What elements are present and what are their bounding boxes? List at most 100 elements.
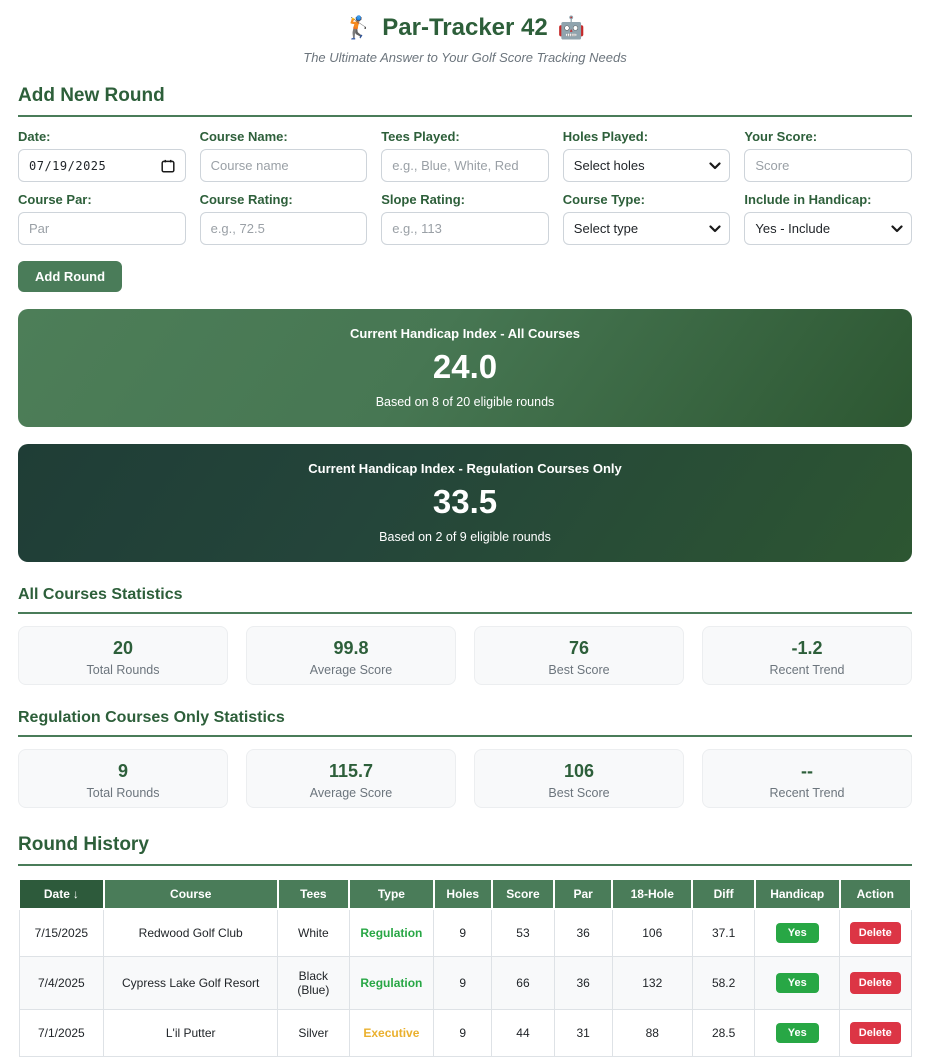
- all-courses-stats-section: All Courses Statistics 20 Total Rounds 9…: [18, 586, 912, 685]
- cell-par: 31: [553, 1009, 613, 1057]
- robot-icon: 🤖: [557, 15, 586, 40]
- column-header-course[interactable]: Course: [102, 878, 279, 910]
- regulation-stats-grid: 9 Total Rounds 115.7 Average Score 106 B…: [18, 749, 912, 808]
- cell-18-hole: 132: [611, 956, 693, 1010]
- cell-type: Executive: [348, 1009, 435, 1057]
- column-header-holes[interactable]: Holes: [432, 878, 493, 910]
- stat-value: 99.8: [333, 638, 369, 658]
- app-header: 🏌️ Par-Tracker 42 🤖 The Ultimate Answer …: [18, 14, 912, 65]
- delete-button[interactable]: Delete: [849, 1022, 901, 1044]
- round-history-heading: Round History: [18, 834, 912, 866]
- round-history-table: Date ↓ Course Tees Type Holes Score Par 1…: [18, 878, 913, 1057]
- cell-course: Cypress Lake Golf Resort: [103, 956, 279, 1010]
- stat-label: Average Score: [309, 786, 393, 800]
- handicap-subtitle: Based on 2 of 9 eligible rounds: [379, 530, 551, 544]
- stat-label: Recent Trend: [769, 786, 845, 800]
- column-header-18-hole[interactable]: 18-Hole: [611, 878, 694, 910]
- course-name-label: Course Name:: [199, 129, 288, 144]
- course-par-label: Course Par:: [18, 192, 92, 207]
- cell-date: 7/1/2025: [18, 1009, 105, 1057]
- column-header-date[interactable]: Date ↓: [18, 878, 105, 910]
- all-courses-stats-heading: All Courses Statistics: [18, 586, 912, 614]
- include-handicap-label: Include in Handicap:: [744, 192, 872, 207]
- all-courses-stats-grid: 20 Total Rounds 99.8 Average Score 76 Be…: [18, 626, 912, 685]
- cell-tees: Black (Blue): [277, 956, 350, 1010]
- cell-par: 36: [553, 956, 613, 1010]
- column-header-type[interactable]: Type: [348, 878, 435, 910]
- handicap-title: Current Handicap Index - All Courses: [350, 326, 580, 341]
- cell-action: Delete: [839, 908, 912, 957]
- add-round-form: Date: 07/19/2025 Course Name: Tees Playe…: [18, 129, 912, 245]
- column-header-handicap[interactable]: Handicap: [753, 878, 841, 910]
- cell-date: 7/15/2025: [18, 908, 105, 957]
- app-subtitle: The Ultimate Answer to Your Golf Score T…: [303, 50, 627, 65]
- column-header-diff[interactable]: Diff: [691, 878, 756, 910]
- handicap-yes-badge: Yes: [775, 923, 819, 943]
- regulation-stats-section: Regulation Courses Only Statistics 9 Tot…: [18, 709, 912, 808]
- add-round-heading: Add New Round: [18, 85, 912, 117]
- stat-label: Best Score: [548, 786, 610, 800]
- stat-label: Total Rounds: [86, 786, 160, 800]
- cell-type: Regulation: [348, 908, 435, 957]
- cell-diff: 58.2: [691, 956, 756, 1010]
- handicap-title: Current Handicap Index - Regulation Cour…: [308, 461, 622, 476]
- regulation-stats-heading: Regulation Courses Only Statistics: [18, 709, 912, 737]
- stat-card-best-score: 76 Best Score: [474, 626, 684, 685]
- column-header-par[interactable]: Par: [553, 878, 614, 910]
- slope-rating-input[interactable]: [381, 212, 549, 245]
- stat-label: Best Score: [548, 663, 610, 677]
- stat-value: 106: [563, 761, 595, 781]
- cell-tees: White: [277, 908, 350, 957]
- table-row: 7/4/2025 Cypress Lake Golf Resort Black …: [18, 956, 912, 1010]
- calendar-icon[interactable]: [161, 159, 175, 173]
- cell-type: Regulation: [348, 956, 435, 1010]
- tees-played-input[interactable]: [381, 149, 549, 182]
- cell-holes: 9: [433, 1009, 493, 1057]
- column-header-score[interactable]: Score: [490, 878, 556, 910]
- delete-button[interactable]: Delete: [849, 972, 901, 994]
- cell-action: Delete: [839, 956, 912, 1010]
- stat-card-average-score: 99.8 Average Score: [246, 626, 456, 685]
- cell-holes: 9: [433, 908, 493, 957]
- handicap-value: 24.0: [432, 348, 498, 385]
- include-handicap-select[interactable]: Yes - Include: [744, 212, 912, 245]
- field-slope-rating: Slope Rating:: [381, 192, 549, 245]
- cell-handicap: Yes: [754, 956, 841, 1010]
- cell-date: 7/4/2025: [18, 956, 105, 1010]
- add-round-button[interactable]: Add Round: [18, 261, 123, 292]
- stat-label: Recent Trend: [769, 663, 845, 677]
- cell-par: 36: [553, 908, 613, 957]
- cell-handicap: Yes: [754, 908, 841, 957]
- date-input[interactable]: 07/19/2025: [18, 149, 186, 182]
- field-holes-played: Holes Played: Select holes: [562, 129, 731, 182]
- handicap-card-all-courses: Current Handicap Index - All Courses 24.…: [18, 309, 912, 427]
- cell-course: Redwood Golf Club: [103, 908, 279, 957]
- delete-button[interactable]: Delete: [849, 922, 901, 944]
- field-course-name: Course Name:: [199, 129, 368, 182]
- stat-card-total-rounds: 9 Total Rounds: [18, 749, 228, 808]
- column-header-tees[interactable]: Tees: [276, 878, 351, 910]
- column-header-action[interactable]: Action: [838, 878, 913, 910]
- column-label: Date: [43, 887, 70, 901]
- golfer-icon: 🏌️: [344, 15, 373, 40]
- cell-diff: 28.5: [691, 1009, 756, 1057]
- holes-played-select[interactable]: Select holes: [562, 149, 731, 182]
- stat-value: 9: [117, 761, 128, 781]
- field-course-type: Course Type: Select type: [562, 192, 731, 245]
- stat-value: -1.2: [791, 638, 823, 658]
- course-rating-input[interactable]: [199, 212, 368, 245]
- cell-score: 53: [491, 908, 555, 957]
- course-name-input[interactable]: [199, 149, 368, 182]
- course-type-select[interactable]: Select type: [562, 212, 731, 245]
- your-score-input[interactable]: [744, 149, 912, 182]
- field-course-par: Course Par:: [18, 192, 186, 245]
- handicap-card-regulation: Current Handicap Index - Regulation Cour…: [18, 444, 912, 562]
- field-include-handicap: Include in Handicap: Yes - Include: [744, 192, 912, 245]
- cell-score: 66: [491, 956, 555, 1010]
- course-type-label: Course Type:: [562, 192, 645, 207]
- sort-descending-icon: ↓: [72, 887, 79, 901]
- cell-18-hole: 106: [611, 908, 693, 957]
- course-par-input[interactable]: [18, 212, 186, 245]
- field-tees-played: Tees Played:: [381, 129, 549, 182]
